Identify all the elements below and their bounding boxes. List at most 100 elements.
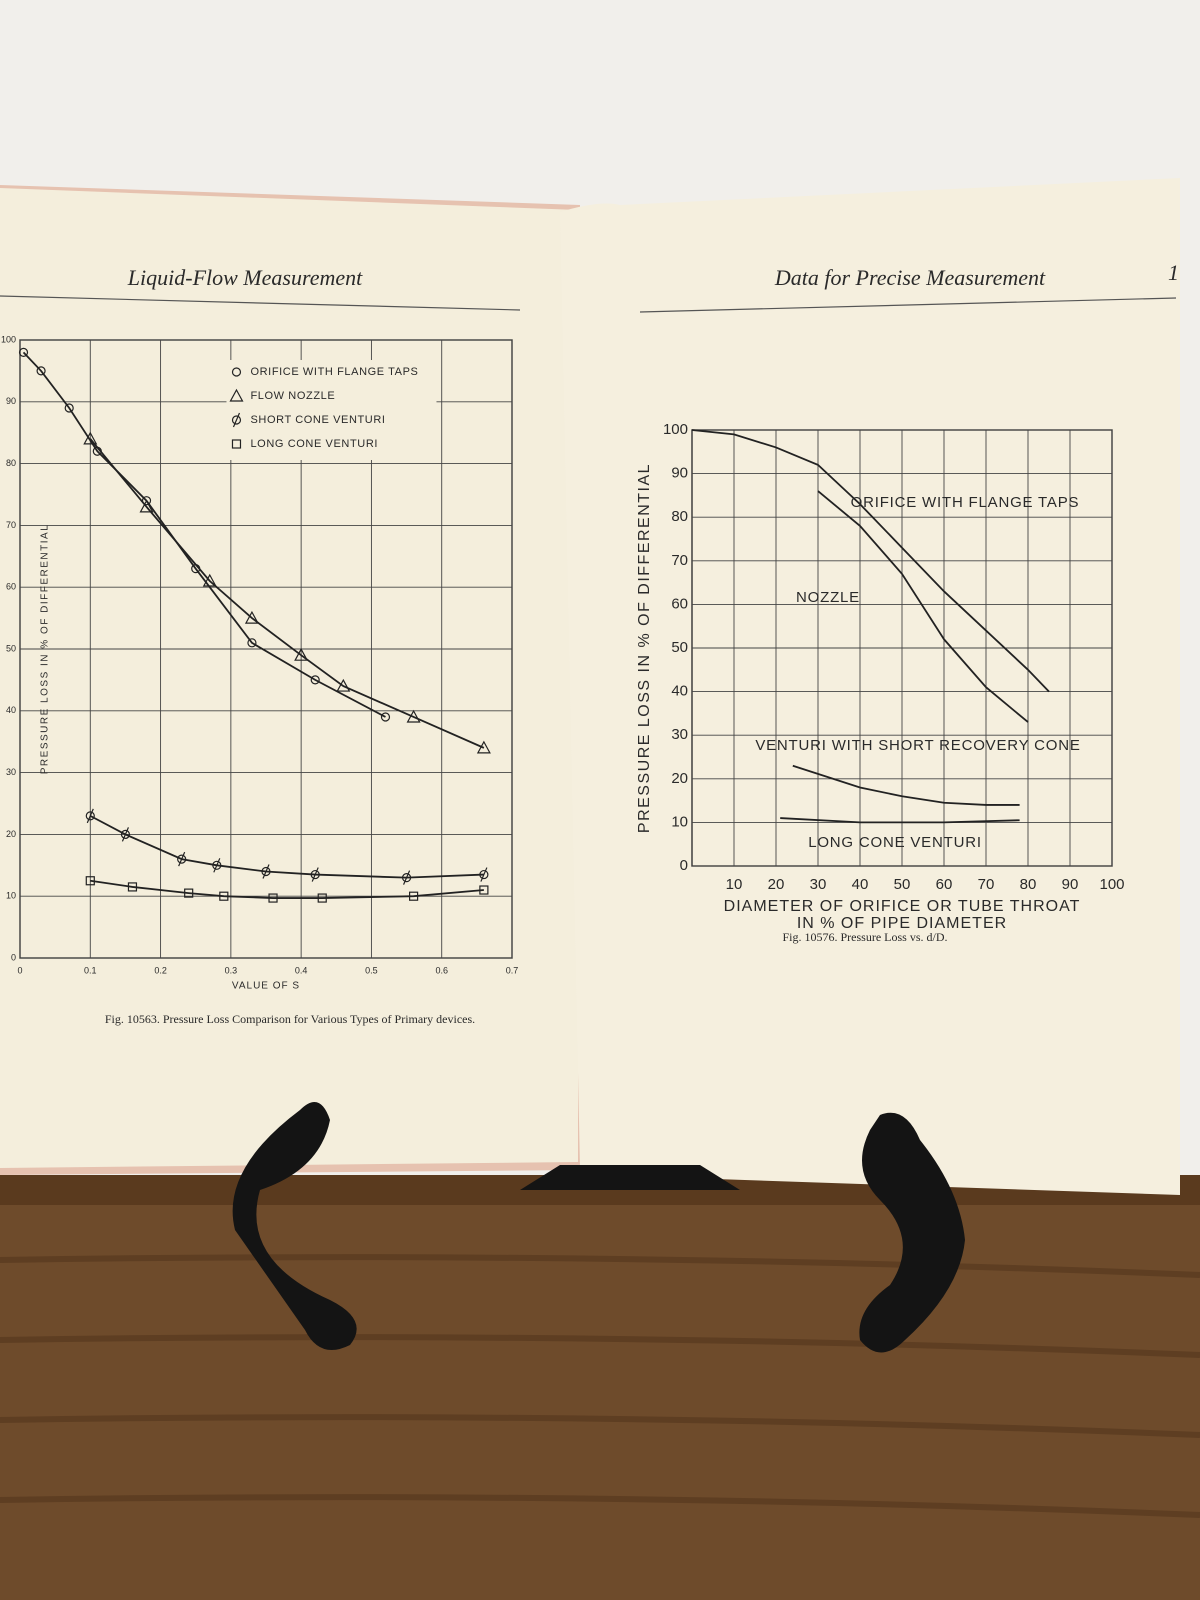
marker (219, 891, 229, 901)
legend-box (226, 360, 437, 460)
y-tick-label: 40 (6, 705, 16, 715)
series-line (89, 815, 484, 879)
y-tick-label: 90 (6, 396, 16, 406)
x-tick-label: 0.6 (435, 965, 448, 975)
marker (479, 867, 489, 882)
series-line (90, 879, 484, 899)
y-tick-label: 60 (6, 582, 16, 592)
y-tick-label: 0 (11, 952, 16, 962)
y-tick-label: 100 (1, 334, 16, 344)
marker (401, 870, 412, 885)
series-label: VENTURI WITH SHORT RECOVERY CONE (755, 737, 1080, 754)
y-tick-label: 80 (671, 508, 688, 525)
charts: 0 0.1 0.2 0.3 0.4 0.5 0.6 0.7 0 10 20 30 40 50 60 70 80 9… (1, 334, 1125, 1025)
series-line (780, 817, 1020, 824)
x-tick-label: 0 (17, 965, 22, 975)
x-axis-label: VALUE OF S (232, 980, 300, 991)
marker (294, 647, 309, 661)
y-tick-label: 100 (663, 421, 688, 438)
marker (261, 864, 271, 879)
y-tick-label: 10 (671, 813, 688, 830)
marker (202, 573, 217, 587)
x-tick-label: 40 (852, 876, 869, 893)
legend-label: ORIFICE WITH FLANGE TAPS (250, 366, 418, 378)
x-tick-label: 90 (1062, 876, 1079, 893)
marker (120, 827, 131, 842)
marker (127, 882, 138, 892)
x-tick-label: 20 (768, 876, 785, 893)
figure-caption: Fig. 10576. Pressure Loss vs. d/D. (782, 930, 947, 944)
y-tick-label: 90 (671, 465, 688, 482)
marker (231, 439, 242, 449)
table (0, 1175, 1200, 1600)
y-tick-label: 50 (6, 643, 16, 653)
y-tick-label: 10 (6, 891, 16, 901)
marker (409, 891, 419, 901)
x-tick-label: 0.2 (154, 965, 167, 975)
series-label: LONG CONE VENTURI (808, 834, 982, 851)
marker (244, 610, 259, 624)
figure-caption: Fig. 10563. Pressure Loss Comparison for… (105, 1012, 475, 1026)
series-line (691, 429, 1050, 693)
y-tick-label: 70 (671, 552, 688, 569)
page-header: Data for Precise Measurement (774, 265, 1046, 290)
x-tick-label: 10 (726, 876, 743, 893)
marker (64, 403, 74, 413)
page-number: 1 (1168, 260, 1179, 285)
marker (85, 876, 95, 886)
series-line (792, 764, 1020, 806)
series-label: ORIFICE WITH FLANGE TAPS (851, 494, 1080, 511)
y-tick-label: 20 (6, 829, 16, 839)
series-line (817, 490, 1029, 723)
marker (247, 638, 257, 648)
x-tick-label: 0.1 (84, 965, 97, 975)
header-rule (639, 297, 1177, 313)
legend-label: LONG CONE VENTURI (250, 438, 378, 450)
x-axis-label: IN % OF PIPE DIAMETER (797, 915, 1007, 932)
y-axis-label: PRESSURE LOSS IN % OF DIFFERENTIAL (636, 463, 653, 833)
y-tick-label: 80 (6, 458, 16, 468)
marker (231, 412, 242, 428)
x-tick-label: 80 (1020, 876, 1037, 893)
marker (479, 885, 489, 895)
y-tick-label: 70 (6, 520, 16, 530)
marker (268, 893, 278, 903)
legend-label: SHORT CONE VENTURI (250, 414, 385, 426)
x-tick-label: 0.4 (295, 965, 308, 975)
marker (85, 808, 95, 824)
y-tick-label: 30 (6, 767, 16, 777)
marker (310, 867, 320, 882)
series-label: NOZZLE (796, 589, 860, 606)
marker (476, 740, 491, 754)
marker (18, 347, 29, 357)
marker (336, 678, 351, 692)
x-tick-label: 50 (894, 876, 911, 893)
stand-left (232, 1102, 357, 1350)
y-tick-label: 60 (671, 595, 688, 612)
x-tick-label: 0.3 (225, 965, 238, 975)
x-tick-label: 30 (810, 876, 827, 893)
marker (177, 851, 187, 867)
x-tick-label: 100 (1099, 876, 1124, 893)
wall (0, 0, 1200, 200)
marker (406, 709, 421, 723)
x-tick-label: 60 (936, 876, 953, 893)
marker (317, 893, 327, 903)
wood-grain (0, 1254, 1200, 1518)
marker (36, 366, 46, 376)
y-tick-label: 30 (671, 726, 688, 743)
legend-label: FLOW NOZZLE (250, 390, 335, 402)
y-tick-label: 0 (680, 857, 688, 874)
x-tick-label: 0.5 (365, 965, 378, 975)
x-axis-label: DIAMETER OF ORIFICE OR TUBE THROAT (724, 898, 1081, 915)
marker (310, 675, 320, 685)
y-tick-label: 50 (671, 639, 688, 656)
series-line (89, 438, 485, 749)
x-tick-label: 0.7 (506, 965, 519, 975)
page-header: Liquid-Flow Measurement (127, 265, 363, 290)
y-axis-label: PRESSURE LOSS IN % OF DIFFERENTIAL (40, 524, 51, 774)
header-rule (0, 295, 521, 311)
y-tick-label: 40 (671, 683, 688, 700)
